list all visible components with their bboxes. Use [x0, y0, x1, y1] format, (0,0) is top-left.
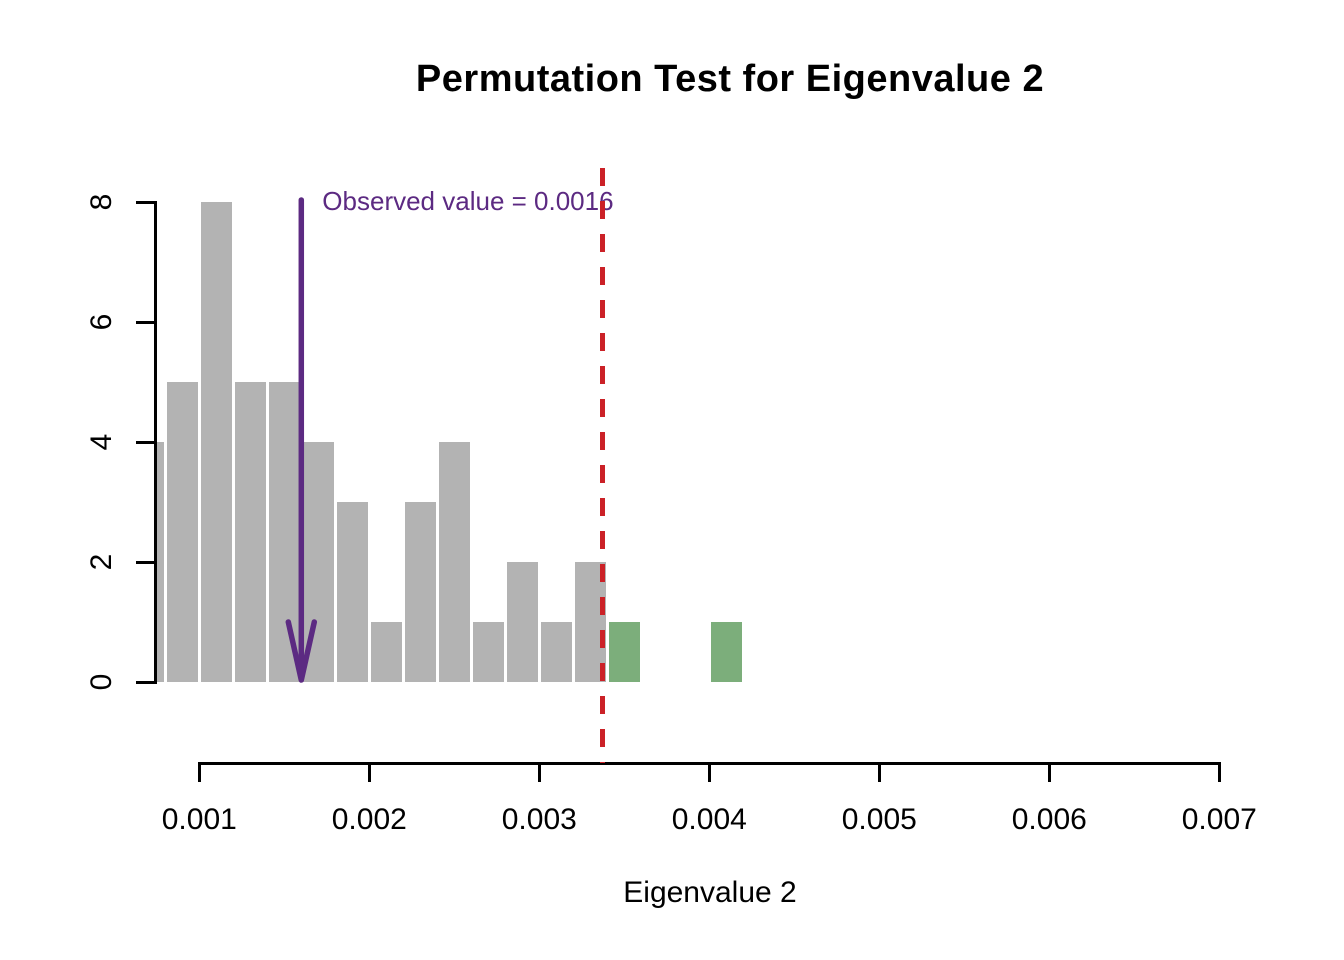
x-axis-tick-label: 0.003 — [501, 803, 577, 836]
histogram-bar-extreme — [710, 622, 742, 682]
histogram-bar — [370, 622, 402, 682]
histogram-bar — [234, 382, 266, 682]
y-axis-tick-label: 4 — [85, 433, 118, 451]
histogram-bar — [302, 442, 334, 682]
histogram-bar-extreme — [608, 622, 640, 682]
critical-value-line — [599, 168, 605, 763]
y-axis-tick-label: 8 — [85, 193, 118, 211]
histogram-bar — [506, 562, 538, 682]
x-axis-tick — [877, 763, 881, 782]
y-axis-tick-label: 0 — [85, 673, 118, 691]
x-axis-tick — [367, 763, 371, 782]
chart-title: Permutation Test for Eigenvalue 2 — [415, 58, 1045, 100]
histogram-bar — [268, 382, 300, 682]
histogram-bar — [540, 622, 572, 682]
y-axis-line — [153, 200, 157, 684]
x-axis-title: Eigenvalue 2 — [623, 876, 797, 909]
histogram-bar — [472, 622, 504, 682]
observed-value-label: Observed value = 0.0016 — [322, 186, 614, 216]
histogram-bar — [404, 502, 436, 682]
x-axis-tick-label: 0.006 — [1011, 803, 1087, 836]
x-axis-tick — [707, 763, 711, 782]
y-axis-tick — [136, 440, 155, 444]
y-axis-tick — [136, 560, 155, 564]
histogram-bar — [157, 442, 164, 682]
x-axis-tick-label: 0.004 — [671, 803, 747, 836]
histogram-bar — [336, 502, 368, 682]
y-axis-tick — [136, 200, 155, 204]
x-axis-tick-label: 0.007 — [1181, 803, 1257, 836]
y-axis-tick — [136, 320, 155, 324]
x-axis-tick — [1217, 763, 1221, 782]
x-axis-tick — [1047, 763, 1051, 782]
x-axis-tick-label: 0.005 — [841, 803, 917, 836]
x-axis-tick — [197, 763, 201, 782]
x-axis-tick — [537, 763, 541, 782]
x-axis-tick-label: 0.002 — [331, 803, 407, 836]
x-axis-tick-label: 0.001 — [161, 803, 237, 836]
histogram-bar — [200, 202, 232, 682]
y-axis-tick-label: 2 — [85, 553, 118, 571]
y-axis-tick-label: 6 — [85, 313, 118, 331]
histogram-bar — [438, 442, 470, 682]
histogram-bar — [166, 382, 198, 682]
y-axis-tick — [136, 680, 155, 684]
